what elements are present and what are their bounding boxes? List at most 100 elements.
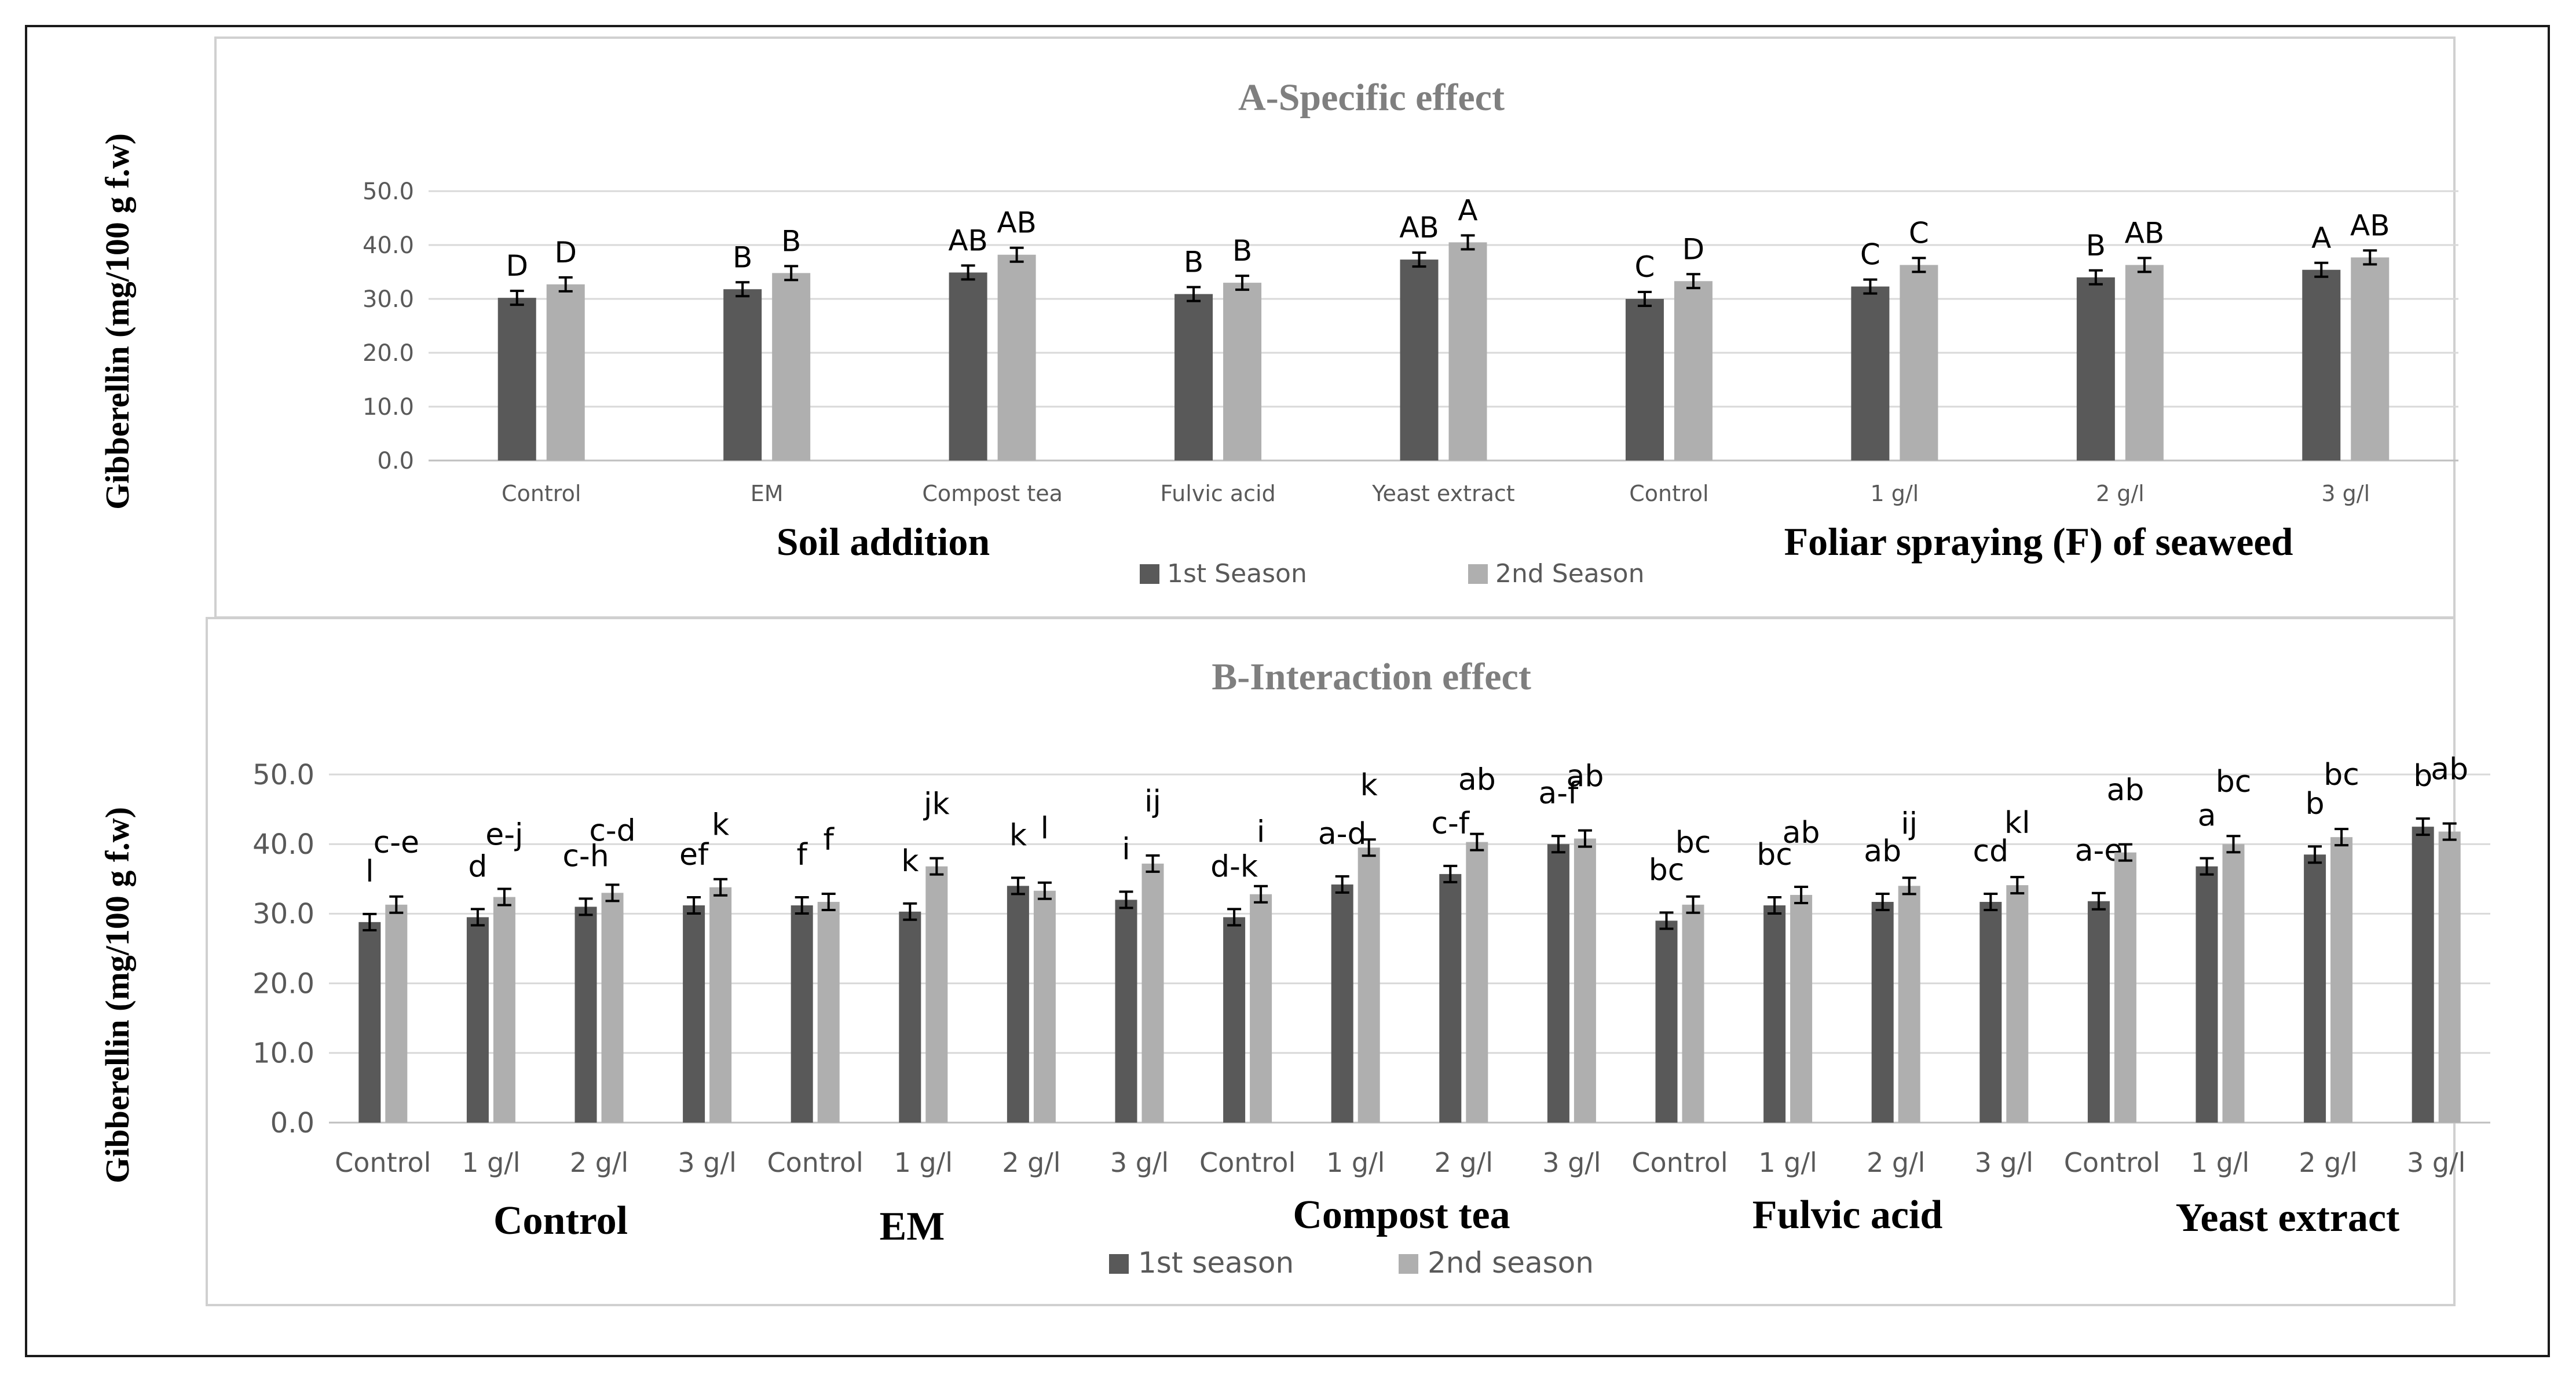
chart-b-data-label: ab <box>1566 759 1604 794</box>
chart-b-x-tick-label: 1 g/l <box>462 1147 520 1178</box>
chart-a-error-bar <box>1863 278 1878 295</box>
chart-b-error-bar <box>1119 890 1133 909</box>
chart-b-error-bar <box>605 883 620 902</box>
chart-a-data-label: B <box>1232 234 1252 268</box>
chart-b-data-label: bc <box>2216 765 2252 799</box>
chart-a-data-label: AB <box>2350 209 2390 242</box>
chart-b-data-label: a-f <box>1538 776 1579 811</box>
chart-b-x-tick-label: Control <box>767 1147 863 1178</box>
chart-b-x-tick-label: 2 g/l <box>1867 1147 1925 1178</box>
chart-b-legend-swatch-2nd-season <box>1399 1254 1418 1274</box>
chart-b-error-bar <box>1254 885 1268 904</box>
chart-b-bar-season2 <box>1682 904 1704 1123</box>
chart-b-error-bar <box>1984 892 1998 911</box>
chart-b-error-bar <box>1362 838 1376 857</box>
chart-a-data-label: D <box>554 236 577 269</box>
chart-b-error-bar <box>1794 885 1809 904</box>
chart-b-data-label: d <box>468 849 487 884</box>
chart-b-bar-season2 <box>1466 842 1488 1123</box>
chart-b-error-bar <box>2442 822 2457 841</box>
chart-a-data-label: B <box>2086 229 2106 262</box>
chart-b-error-bar <box>1768 896 1782 915</box>
chart-b-error-bar <box>1011 876 1025 896</box>
chart-b-bar-season2 <box>2006 885 2029 1123</box>
chart-b-bar-season2 <box>817 901 840 1123</box>
chart-b-data-label: ef <box>679 838 709 872</box>
chart-a-bar-season1 <box>1400 260 1439 461</box>
chart-b-bar-season2 <box>2222 844 2245 1123</box>
chart-b-bar-season1 <box>466 917 489 1123</box>
chart-b-error-bar <box>1578 829 1592 848</box>
chart-b-x-tick-label: 3 g/l <box>2407 1147 2465 1178</box>
chart-b-data-label: ij <box>1901 806 1918 841</box>
chart-b-data-label: l <box>365 854 374 889</box>
chart-a-x-tick-label: Control <box>1629 481 1708 506</box>
chart-b-bar-season1 <box>683 905 705 1123</box>
chart-b-bar-season2 <box>2330 837 2353 1123</box>
chart-a-bar-season1 <box>1851 286 1890 461</box>
chart-b-bar-season2 <box>709 887 732 1123</box>
chart-b-error-bar <box>363 912 377 931</box>
chart-b-bar-season2 <box>1790 894 1813 1123</box>
chart-a-bar-season2 <box>2125 265 2164 461</box>
chart-b-bar-season2 <box>1033 890 1056 1123</box>
chart-a-bar-season2 <box>2351 257 2390 461</box>
chart-b-bar-season2 <box>2114 852 2136 1123</box>
chart-b-error-bar <box>1551 835 1565 854</box>
chart-a-error-bar <box>2088 269 2103 286</box>
chart-b-data-label: a <box>2198 799 2216 834</box>
chart-a-bar-season2 <box>1674 281 1713 461</box>
chart-b-bar-season2 <box>925 866 948 1123</box>
chart-b-data-label: ab <box>1783 816 1820 850</box>
chart-b-data-label: c-d <box>589 813 635 848</box>
chart-a-group-label-foliar-spraying: Foliar spraying (F) of seaweed <box>1784 520 2293 564</box>
chart-a-x-tick-label: Yeast extract <box>1371 481 1514 506</box>
chart-a-data-label: B <box>781 224 801 258</box>
chart-a-bar-season2 <box>546 284 585 461</box>
chart-b-error-bar <box>389 895 404 914</box>
chart-a-y-tick-label: 0.0 <box>377 448 414 474</box>
chart-b-x-tick-label: Control <box>335 1147 431 1178</box>
chart-a-error-bar <box>2137 257 2151 273</box>
chart-b-data-label: ab <box>2431 752 2468 787</box>
chart-a-data-label: AB <box>2125 216 2165 250</box>
chart-b-error-bar <box>579 897 593 916</box>
chart-b-data-label: d-k <box>1210 849 1258 884</box>
chart-b-data-label: ab <box>1458 763 1496 798</box>
chart-b-bar-season1 <box>1871 901 1894 1123</box>
chart-b-x-tick-label: 1 g/l <box>1758 1147 1817 1178</box>
chart-b-bar-season1 <box>575 907 597 1123</box>
chart-b-x-tick-label: 2 g/l <box>570 1147 628 1178</box>
chart-b-y-axis-label: Gibberellin (mg/100 g f.w) <box>98 807 136 1183</box>
chart-b-bar-season1 <box>1979 901 2002 1123</box>
chart-a-error-bar <box>1637 291 1652 307</box>
figure-frame <box>25 25 2550 1357</box>
chart-b-error-bar <box>470 908 485 927</box>
chart-a-bar-season1 <box>497 298 536 461</box>
chart-a-bar-season1 <box>949 272 987 461</box>
chart-b-data-label: bc <box>1649 853 1685 887</box>
chart-b-bar-season2 <box>1250 894 1272 1123</box>
chart-a-error-bar <box>1412 251 1426 268</box>
chart-b-x-tick-label: Control <box>2064 1147 2160 1178</box>
chart-b-error-bar <box>2416 817 2430 836</box>
chart-a-legend-swatch-2nd-season <box>1468 564 1488 584</box>
chart-b-error-bar <box>1875 892 1890 911</box>
chart-a-bar-season2 <box>772 273 811 461</box>
chart-b-error-bar <box>2091 891 2106 911</box>
chart-b-error-bar <box>713 878 728 897</box>
chart-b-x-tick-label: 2 g/l <box>2299 1147 2357 1178</box>
chart-b-data-label: ij <box>1144 784 1161 819</box>
chart-a-error-bar <box>961 264 975 281</box>
chart-b-data-label: k <box>1360 768 1378 803</box>
chart-b-error-bar <box>1902 876 1916 896</box>
chart-b-data-label: a-d <box>1318 817 1367 852</box>
chart-b-x-tick-label: Control <box>1631 1147 1728 1178</box>
chart-b-x-tick-label: 3 g/l <box>1542 1147 1601 1178</box>
chart-b-data-label: kl <box>2004 806 2030 841</box>
chart-a-error-bar <box>510 290 524 306</box>
chart-b-error-bar <box>497 887 511 907</box>
chart-b-data-label: bc <box>1757 838 1792 872</box>
chart-b-bar-season1 <box>1115 900 1137 1123</box>
